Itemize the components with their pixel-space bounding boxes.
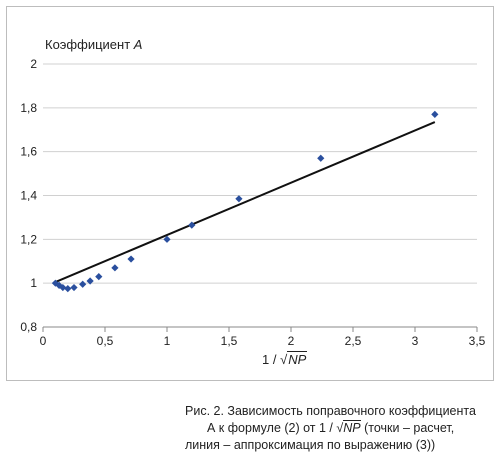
- data-point: [235, 195, 242, 202]
- caption-line-2: А к формуле (2) от 1 / √NP (точки – расч…: [185, 420, 485, 437]
- y-tick-label: 1,2: [20, 232, 37, 246]
- x-axis-label-radicand: NP: [287, 351, 307, 367]
- data-point: [127, 255, 134, 262]
- data-point: [79, 281, 86, 288]
- chart-frame: 0,8 1 1,2 1,4 1,6 1,8 2 0 0,5 1 1,5 2 2,5 3 3,5 Коэффи…: [6, 6, 494, 381]
- y-axis-label: Коэффициент A: [45, 37, 142, 52]
- caption-line-3: линия – аппроксимация по выражению (3)): [185, 437, 485, 454]
- x-axis-label-prefix: 1 /: [262, 352, 280, 367]
- x-tick-label: 1,5: [221, 334, 238, 348]
- caption-line-1: Рис. 2. Зависимость поправочного коэффиц…: [185, 403, 485, 420]
- y-tick-label: 2: [30, 57, 37, 71]
- plot-area: 0,8 1 1,2 1,4 1,6 1,8 2 0 0,5 1 1,5 2 2,5 3 3,5: [7, 7, 495, 382]
- x-tick-label: 2: [288, 334, 295, 348]
- x-tick-label: 3,5: [469, 334, 486, 348]
- data-point: [95, 273, 102, 280]
- y-tick-label: 1,6: [20, 145, 37, 159]
- data-point: [70, 284, 77, 291]
- y-axis-label-text: Коэффициент: [45, 37, 134, 52]
- data-point: [317, 155, 324, 162]
- data-point: [64, 285, 71, 292]
- x-tick-label: 3: [412, 334, 419, 348]
- x-tick-label: 2,5: [345, 334, 362, 348]
- caption-line-2-suffix: (точки – расчет,: [361, 421, 455, 435]
- approximation-line: [55, 122, 434, 282]
- y-tick-label: 1,4: [20, 189, 37, 203]
- data-point: [431, 111, 438, 118]
- y-axis-label-variable: A: [134, 37, 143, 52]
- x-tick-label: 0: [40, 334, 47, 348]
- x-tick-label: 0,5: [97, 334, 114, 348]
- figure-caption: Рис. 2. Зависимость поправочного коэффиц…: [185, 403, 485, 454]
- y-tick-label: 1: [30, 276, 37, 290]
- caption-line-2-prefix: А к формуле (2) от 1 / √: [207, 421, 343, 435]
- x-axis-label: 1 / √NP: [262, 352, 307, 367]
- y-tick-label: 1,8: [20, 101, 37, 115]
- y-tick-label: 0,8: [20, 320, 37, 334]
- x-tick-label: 1: [164, 334, 171, 348]
- caption-line-2-radicand: NP: [343, 420, 360, 435]
- data-point: [111, 264, 118, 271]
